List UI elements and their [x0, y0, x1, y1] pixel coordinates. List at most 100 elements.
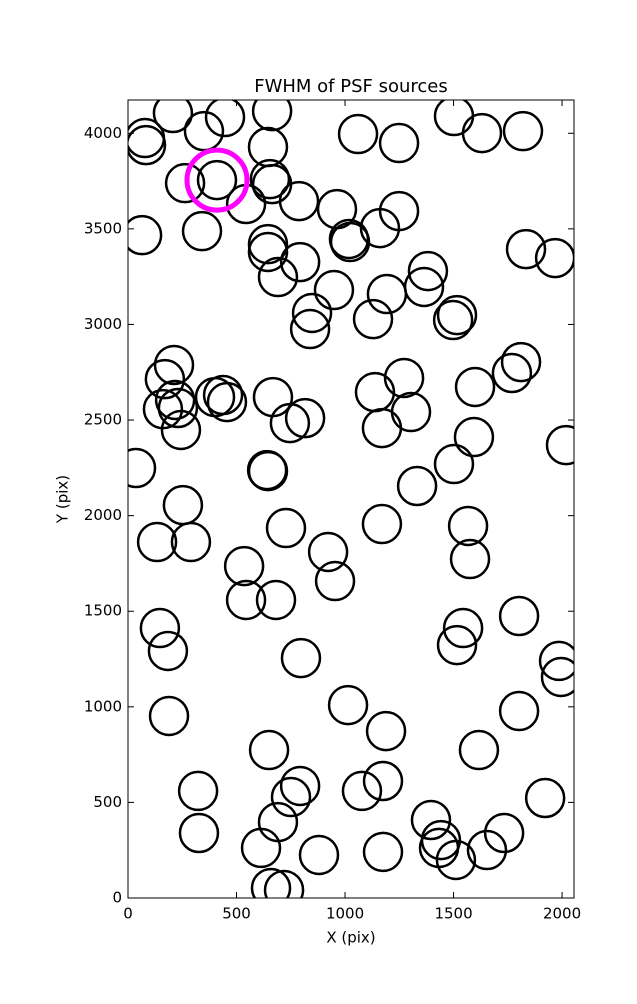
source-marker — [270, 776, 312, 818]
source-marker — [247, 450, 289, 492]
source-marker — [128, 124, 167, 166]
source-marker — [257, 801, 299, 843]
source-marker — [540, 656, 574, 698]
source-marker — [524, 777, 566, 819]
source-marker — [279, 765, 321, 807]
source-marker — [432, 299, 474, 341]
source-marker — [298, 834, 340, 876]
source-marker — [249, 158, 291, 200]
source-marker — [265, 507, 307, 549]
source-marker — [466, 829, 508, 871]
source-marker — [545, 424, 574, 466]
source-marker — [139, 607, 181, 649]
source-marker — [341, 770, 383, 812]
source-marker — [500, 341, 542, 383]
source-marker — [435, 839, 477, 881]
source-marker — [269, 402, 311, 444]
source-marker — [196, 159, 238, 201]
x-tick-label: 1000 — [326, 905, 364, 923]
source-marker — [250, 867, 292, 898]
source-marker — [447, 505, 489, 547]
source-marker — [204, 100, 246, 138]
source-marker — [461, 112, 503, 154]
source-marker — [206, 381, 248, 423]
source-marker — [251, 100, 293, 132]
source-marker — [279, 241, 321, 283]
y-tick-label: 1500 — [84, 602, 122, 620]
source-marker — [407, 250, 449, 292]
source-marker — [181, 210, 223, 252]
y-tick-label: 2000 — [84, 506, 122, 524]
x-tick-label: 1500 — [434, 905, 472, 923]
source-marker — [538, 640, 574, 682]
source-marker — [378, 190, 420, 232]
chart-title: FWHM of PSF sources — [254, 76, 448, 97]
source-marker — [365, 710, 407, 752]
plot-area — [128, 100, 574, 898]
y-tick-label: 3500 — [84, 219, 122, 237]
source-marker — [170, 521, 212, 563]
source-marker — [534, 237, 574, 279]
source-marker — [164, 162, 206, 204]
y-tick-label: 3000 — [84, 315, 122, 333]
source-marker — [314, 560, 356, 602]
y-tick-label: 2500 — [84, 411, 122, 429]
source-marker — [291, 292, 333, 334]
source-marker — [436, 624, 478, 666]
source-marker — [491, 352, 533, 394]
source-marker — [247, 223, 289, 265]
source-marker — [449, 538, 491, 580]
source-marker — [202, 374, 244, 416]
y-tick-label: 1000 — [84, 697, 122, 715]
source-marker — [362, 760, 404, 802]
source-marker — [483, 812, 525, 854]
source-marker — [144, 358, 186, 400]
source-marker — [383, 357, 425, 399]
source-marker — [410, 799, 452, 841]
x-tick-label: 2000 — [543, 905, 581, 923]
source-marker — [307, 531, 349, 573]
source-marker — [361, 503, 403, 545]
source-marker — [147, 630, 189, 672]
source-marker — [153, 344, 195, 386]
source-marker — [284, 397, 326, 439]
source-marker — [278, 180, 320, 222]
source-marker — [433, 443, 475, 485]
source-marker — [396, 465, 438, 507]
source-marker — [257, 256, 299, 298]
source-marker — [454, 366, 496, 408]
source-marker — [148, 695, 190, 737]
source-marker — [136, 521, 178, 563]
source-marker — [128, 447, 157, 489]
source-marker — [223, 545, 265, 587]
source-marker — [458, 729, 500, 771]
source-marker — [178, 812, 220, 854]
source-marker — [390, 391, 432, 433]
source-marker — [498, 690, 540, 732]
source-marker — [183, 110, 225, 152]
source-marker — [403, 266, 445, 308]
x-tick-label: 500 — [222, 905, 251, 923]
source-marker — [225, 579, 267, 621]
x-tick-label: 0 — [123, 905, 133, 923]
source-marker — [362, 831, 404, 873]
source-marker — [248, 729, 290, 771]
source-marker — [177, 770, 219, 812]
x-axis-label: X (pix) — [326, 929, 375, 947]
y-tick-label: 0 — [112, 889, 122, 907]
source-marker — [289, 308, 331, 350]
y-tick-label: 500 — [93, 793, 122, 811]
source-marker — [436, 294, 478, 336]
highlight-marker — [184, 147, 250, 213]
source-marker — [160, 409, 202, 451]
source-marker — [327, 684, 369, 726]
source-marker — [498, 595, 540, 637]
source-marker — [329, 221, 371, 263]
axes-frame — [127, 99, 575, 899]
source-marker — [378, 122, 420, 164]
source-marker — [337, 113, 379, 155]
source-marker — [313, 269, 355, 311]
source-marker — [453, 416, 495, 458]
